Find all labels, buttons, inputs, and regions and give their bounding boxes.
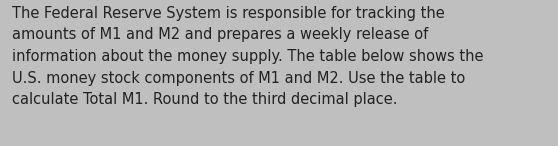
Text: The Federal Reserve System is responsible for tracking the
amounts of M1 and M2 : The Federal Reserve System is responsibl… [12, 6, 484, 107]
